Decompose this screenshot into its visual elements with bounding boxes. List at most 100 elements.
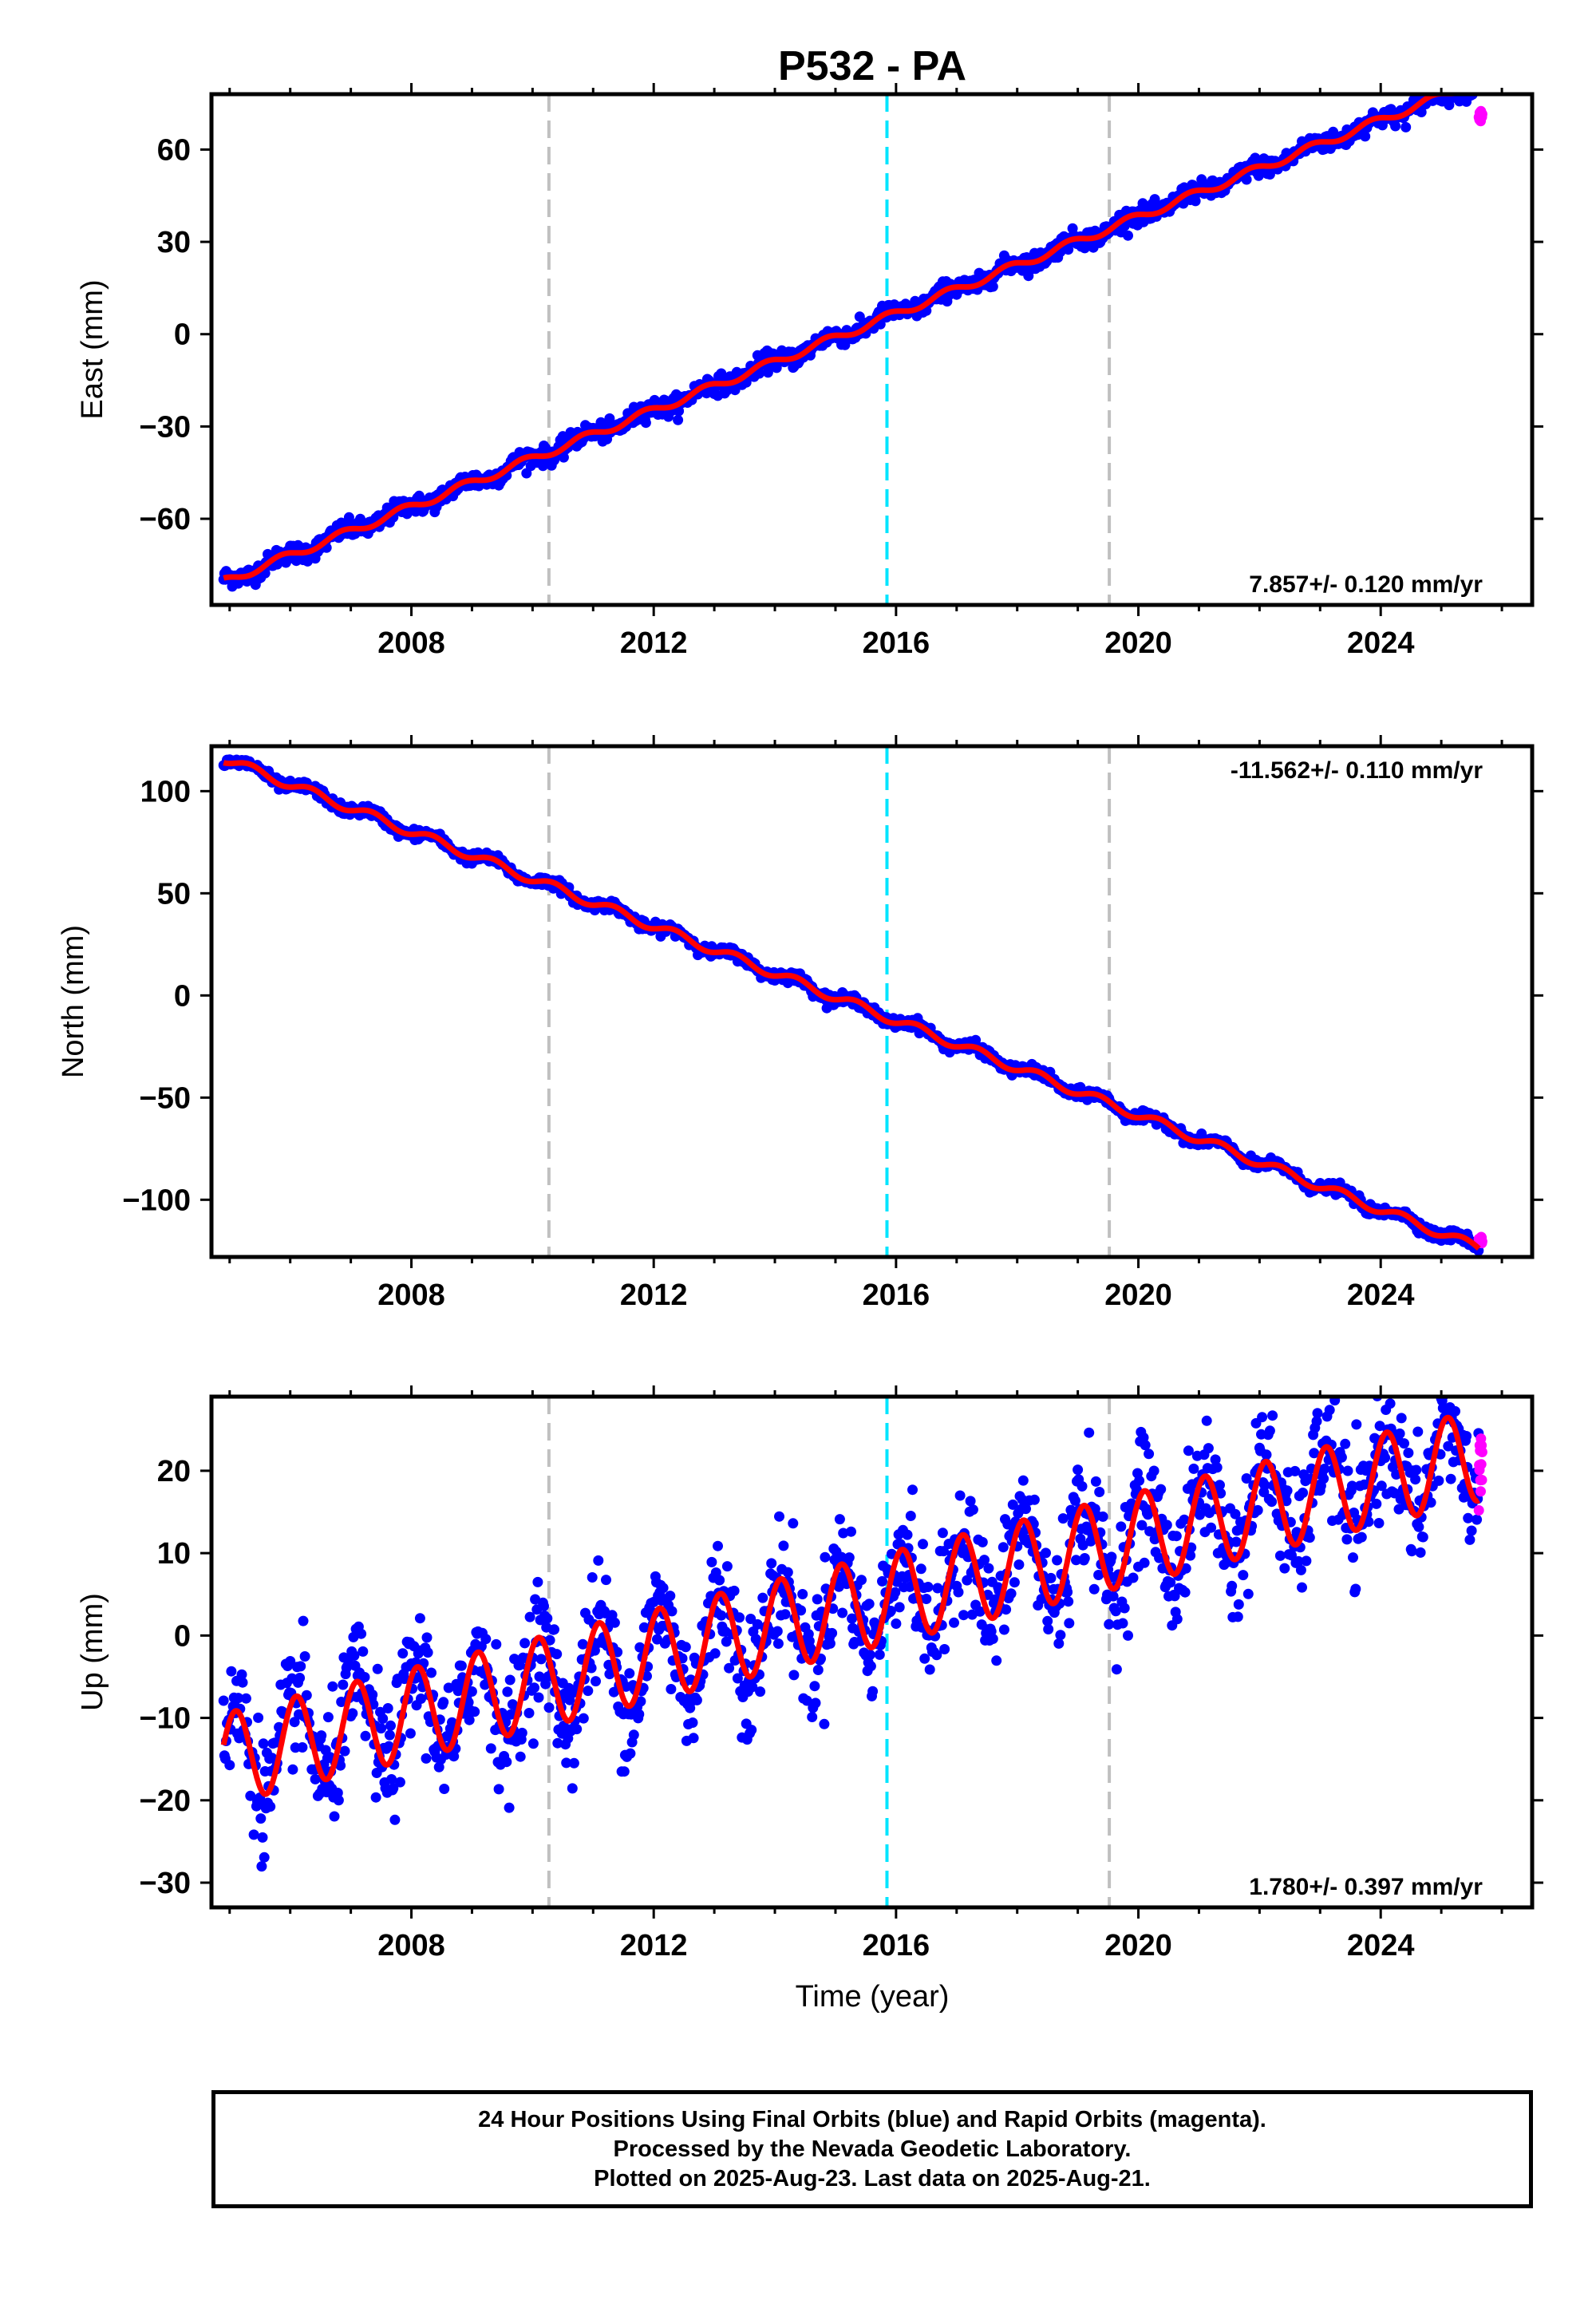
final-orbit-point (382, 1703, 393, 1713)
x-tick-label: 2012 (620, 1929, 688, 1962)
final-orbit-point (919, 1653, 930, 1664)
final-orbit-point (527, 1738, 539, 1749)
final-orbit-point (902, 1529, 913, 1540)
final-orbit-point (347, 1708, 358, 1719)
final-orbit-point (819, 1718, 830, 1729)
final-orbit-point (1064, 1618, 1075, 1629)
final-orbit-point (1295, 1564, 1306, 1575)
final-orbit-point (316, 1730, 327, 1741)
final-orbit-point (1077, 1480, 1088, 1492)
y-tick-label: −50 (140, 1081, 191, 1115)
final-orbit-point (1156, 1484, 1167, 1495)
final-orbit-point (372, 1663, 383, 1674)
final-orbit-point (837, 1607, 848, 1618)
final-orbit-point (1009, 1577, 1020, 1588)
x-tick-label: 2024 (1347, 626, 1415, 660)
final-orbit-point (1460, 81, 1471, 92)
final-orbit-point (1116, 1521, 1127, 1532)
final-orbit-point (1282, 1485, 1293, 1496)
final-orbit-point (1468, 77, 1479, 88)
final-orbit-point (338, 1679, 349, 1690)
final-orbit-point (827, 1627, 838, 1638)
final-orbit-point (782, 1567, 793, 1578)
final-orbit-point (329, 1811, 340, 1822)
final-orbit-point (1462, 79, 1472, 89)
panel-up: 2008 2012 2016 2020 2024 20 10 0 −10 −20 −30 Up (mm… (76, 1379, 1543, 1962)
final-orbit-point (1451, 78, 1461, 89)
final-orbit-point (502, 1686, 513, 1697)
final-orbit-point (1445, 1473, 1456, 1484)
final-orbit-point (1088, 1583, 1100, 1595)
final-orbit-point (1171, 1531, 1182, 1542)
x-tick-label: 2008 (377, 626, 445, 660)
final-orbit-point (1351, 1419, 1362, 1430)
final-orbit-point (1440, 1379, 1451, 1389)
y-axis-label: North (mm) (57, 925, 90, 1078)
final-orbit-point (1461, 1431, 1472, 1441)
final-orbit-point (640, 417, 651, 429)
final-orbit-point (863, 1599, 875, 1610)
final-orbit-point (788, 1518, 799, 1529)
final-orbit-point (421, 1753, 432, 1764)
footer-line-2: Processed by the Nevada Geodetic Laborat… (613, 2136, 1132, 2162)
final-orbit-point (1443, 81, 1453, 92)
rapid-orbit-point (1476, 1459, 1487, 1470)
final-orbit-point (618, 1766, 630, 1777)
final-orbit-point (421, 1632, 433, 1643)
final-orbit-point (533, 1692, 544, 1703)
final-orbit-point (1144, 1448, 1155, 1460)
final-orbit-point (1356, 1531, 1367, 1543)
y-tick-label: 10 (157, 1537, 191, 1571)
final-orbit-point (949, 1617, 959, 1628)
final-orbit-point (297, 1742, 308, 1753)
final-orbit-point (1094, 1487, 1105, 1497)
final-orbit-point (987, 281, 998, 292)
final-orbit-point (333, 1795, 344, 1806)
final-orbit-point (967, 1504, 978, 1516)
final-orbit-point (701, 388, 712, 399)
final-orbit-point (1179, 1587, 1191, 1598)
final-orbit-point (1188, 1463, 1199, 1474)
final-orbit-point (691, 1694, 702, 1705)
final-orbit-point (1005, 1588, 1017, 1599)
figure-title: P532 - PA (778, 43, 966, 89)
final-orbit-point (729, 1585, 740, 1596)
final-orbit-point (709, 1648, 721, 1659)
final-orbit-point (1464, 1534, 1476, 1545)
final-orbit-point (812, 1665, 824, 1675)
final-orbit-point (766, 1558, 777, 1569)
final-orbit-point (1440, 77, 1451, 88)
final-orbit-point (788, 1670, 800, 1681)
final-orbit-point (609, 1617, 620, 1628)
rapid-orbit-point (1473, 1505, 1484, 1516)
final-orbit-point (1469, 83, 1479, 93)
final-orbit-point (529, 1682, 539, 1694)
final-orbit-point (1206, 1522, 1217, 1533)
final-orbit-point (426, 1667, 437, 1678)
y-tick-label: 0 (174, 979, 191, 1013)
final-orbit-point (1241, 174, 1252, 185)
panel-east: 2008 2012 2016 2020 2024 60 30 0 −30 −60 East (mm)… (76, 77, 1543, 660)
final-orbit-point (824, 1638, 836, 1649)
final-orbit-point (1233, 1599, 1244, 1610)
final-orbit-point (665, 1591, 676, 1602)
final-orbit-point (865, 1661, 876, 1672)
y-tick-label: 20 (157, 1455, 191, 1488)
final-orbit-point (1406, 1546, 1417, 1557)
final-orbit-point (604, 413, 615, 424)
final-orbit-point (1340, 1438, 1351, 1449)
final-orbit-point (256, 1861, 267, 1872)
panel-frame (209, 92, 1535, 607)
y-axis-label: Up (mm) (76, 1593, 109, 1711)
final-orbit-point (907, 1484, 918, 1496)
final-orbit-point (1348, 1552, 1358, 1563)
final-orbit-point (493, 1784, 504, 1795)
final-orbit-point (298, 1615, 309, 1626)
final-orbit-point (1412, 1426, 1424, 1437)
final-orbit-point (1108, 1591, 1119, 1602)
final-orbit-point (780, 1609, 791, 1620)
final-orbit-point (998, 1624, 1009, 1635)
final-orbit-point (377, 1713, 389, 1724)
final-orbit-point (257, 1832, 268, 1843)
final-orbit-point (1318, 1473, 1329, 1484)
